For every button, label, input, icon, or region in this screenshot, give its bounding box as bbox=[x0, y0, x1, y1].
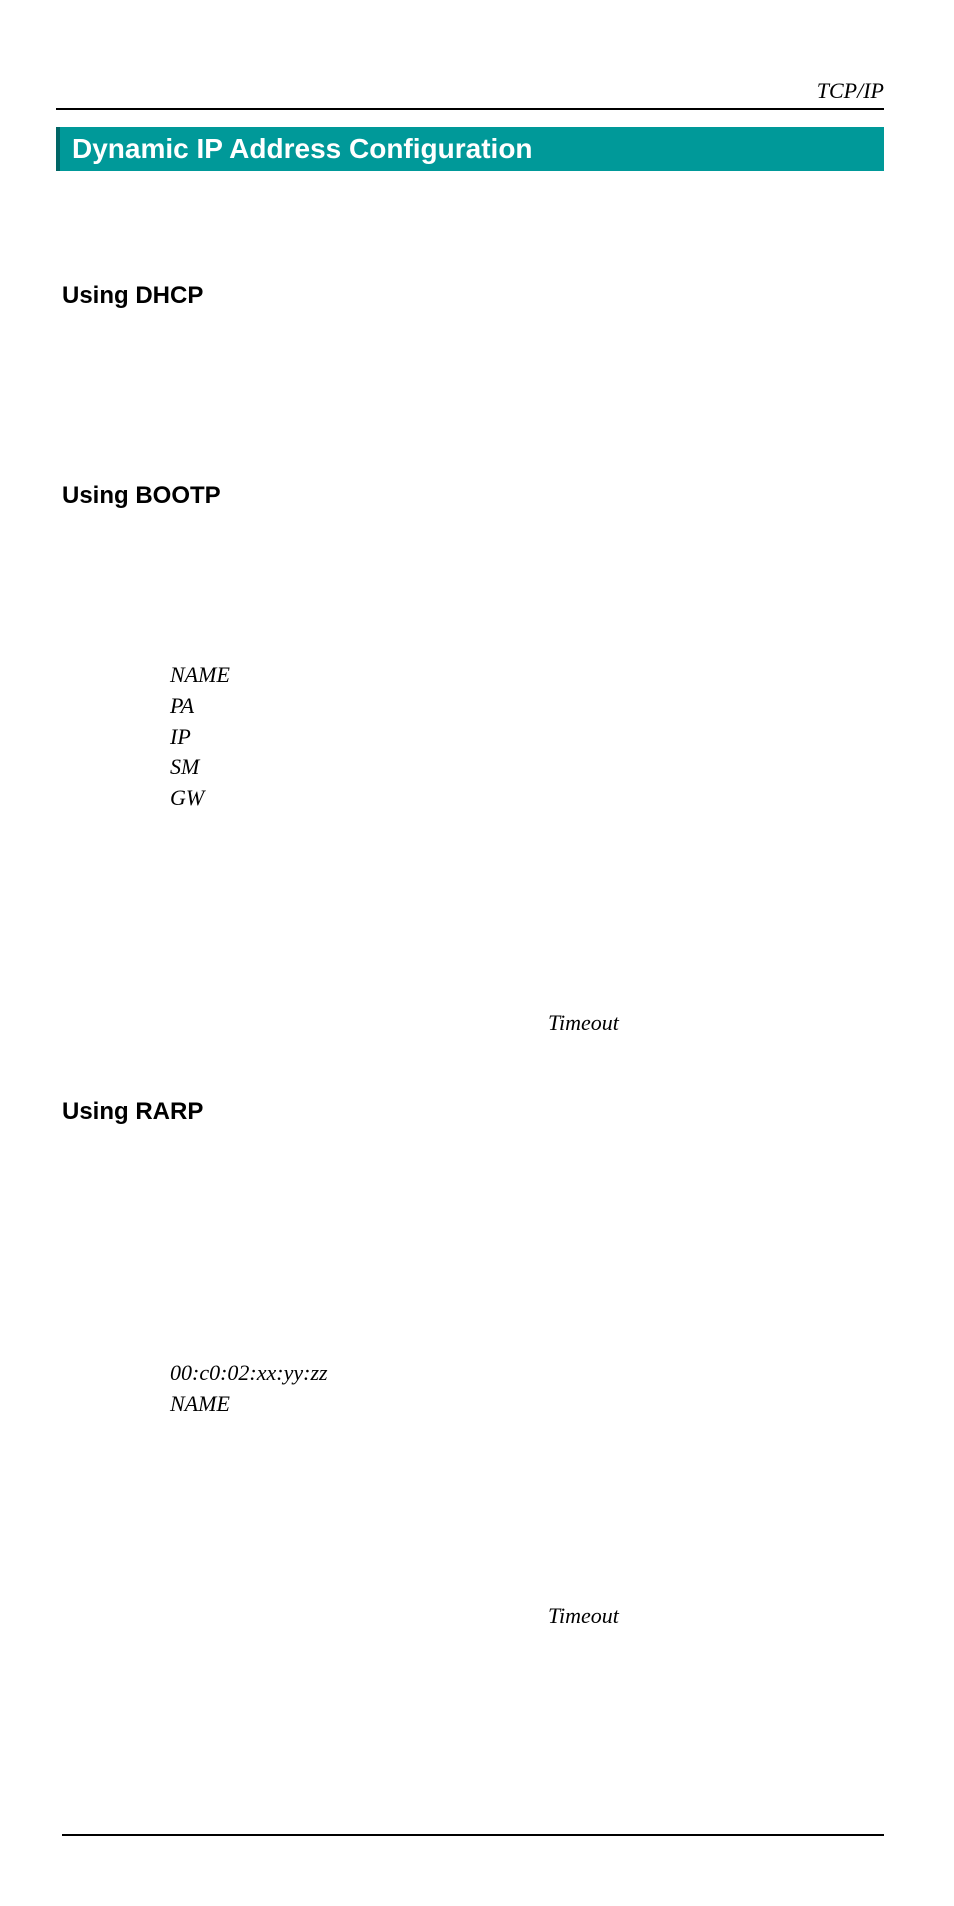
bottom-horizontal-rule bbox=[62, 1834, 884, 1836]
subheading-bootp: Using BOOTP bbox=[62, 482, 221, 510]
list-item: SM bbox=[170, 752, 230, 783]
bootp-param-list: NAME PA IP SM GW bbox=[170, 660, 230, 814]
list-item: NAME bbox=[170, 1389, 328, 1420]
rarp-param-list: 00:c0:02:xx:yy:zz NAME bbox=[170, 1358, 328, 1420]
list-item: PA bbox=[170, 691, 230, 722]
rarp-timeout-label: Timeout bbox=[548, 1603, 619, 1629]
document-page: TCP/IP Dynamic IP Address Configuration … bbox=[0, 0, 954, 1906]
list-item: IP bbox=[170, 722, 230, 753]
list-item: NAME bbox=[170, 660, 230, 691]
list-item: GW bbox=[170, 783, 230, 814]
subheading-rarp: Using RARP bbox=[62, 1098, 203, 1126]
top-horizontal-rule bbox=[56, 108, 884, 110]
subheading-dhcp: Using DHCP bbox=[62, 282, 203, 310]
list-item: 00:c0:02:xx:yy:zz bbox=[170, 1358, 328, 1389]
bootp-timeout-label: Timeout bbox=[548, 1010, 619, 1036]
header-chapter-label: TCP/IP bbox=[817, 78, 884, 104]
section-banner: Dynamic IP Address Configuration bbox=[56, 127, 884, 171]
